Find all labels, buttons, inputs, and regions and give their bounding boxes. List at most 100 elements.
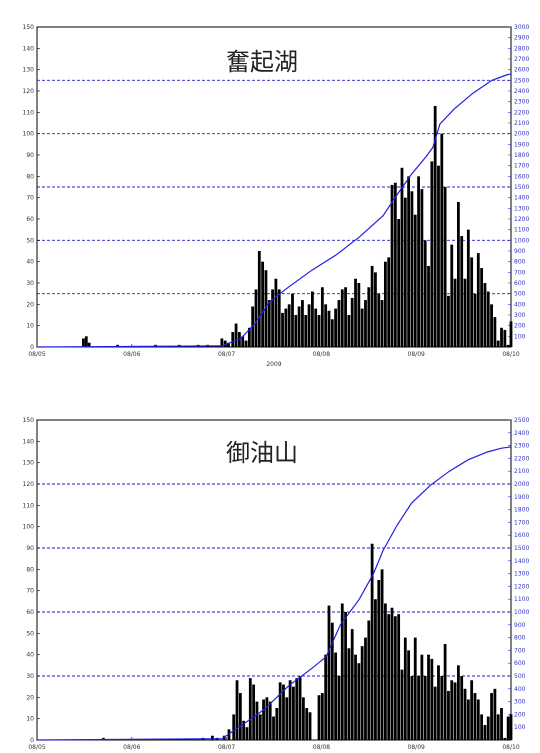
rain-bar [234, 323, 238, 347]
rain-bar [450, 244, 454, 347]
rain-bar [265, 697, 269, 740]
rain-bar [463, 688, 467, 740]
y2-tick-label: 2200 [514, 455, 529, 462]
rain-bar [248, 678, 252, 740]
rain-bar [284, 308, 288, 347]
y2-tick-label: 1100 [514, 227, 529, 234]
rain-bar [460, 676, 464, 740]
rain-bar [268, 701, 272, 740]
y2-tick-label: 2100 [514, 468, 529, 475]
rain-bar [340, 289, 344, 347]
rain-bar [483, 725, 487, 740]
rain-bar [320, 287, 324, 347]
rain-bar [261, 261, 265, 347]
rain-bar [453, 278, 457, 347]
rain-bar [350, 297, 354, 347]
rain-bar [247, 327, 251, 347]
rain-bar [397, 614, 401, 740]
rain-bar [330, 622, 334, 740]
rain-bar [480, 268, 484, 347]
y2-tick-label: 800 [514, 259, 526, 266]
y-tick-label: 140 [23, 438, 35, 445]
rain-bar [423, 240, 427, 347]
rain-bar [430, 658, 434, 740]
rain-bar [367, 287, 371, 347]
rain-bar [420, 654, 424, 740]
rain-bar [308, 712, 312, 740]
rain-bar [433, 105, 437, 347]
y2-tick-label: 2400 [514, 88, 529, 95]
rain-bar [380, 300, 384, 347]
rain-bar [370, 265, 374, 347]
y2-tick-label: 1400 [514, 558, 529, 565]
x-tick-label: 08/07 [218, 351, 235, 358]
y2-tick-label: 1700 [514, 163, 529, 170]
rain-bar [486, 291, 490, 347]
rain-bar [241, 336, 245, 347]
rain-bar [244, 340, 248, 347]
y2-tick-label: 900 [514, 248, 526, 255]
rain-bar [285, 697, 289, 740]
y2-tick-label: 700 [514, 269, 526, 276]
rain-bar [493, 688, 497, 740]
y2-tick-label: 2300 [514, 443, 529, 450]
x-tick-label: 08/10 [502, 351, 519, 358]
cumulative-line [36, 446, 512, 741]
rain-bar [84, 336, 88, 347]
y-tick-label: 100 [23, 524, 35, 531]
chart-panel-2: 0 10 20 30 40 50 60 70 80 90 100 110 120 130 140 150 100… [23, 417, 530, 751]
y2-tick-label: 1900 [514, 141, 529, 148]
y2-tick-label: 600 [514, 280, 526, 287]
rain-bar [347, 648, 351, 740]
rain-bar [334, 308, 338, 347]
y-tick-label: 60 [26, 216, 34, 223]
y2-tick-label: 300 [514, 312, 526, 319]
rain-bar [317, 315, 321, 347]
y2-tick-label: 500 [514, 291, 526, 298]
y-tick-label: 150 [23, 417, 35, 424]
rain-bar [420, 189, 424, 347]
y2-tick-label: 2800 [514, 45, 529, 52]
y-tick-label: 80 [26, 566, 34, 573]
y-tick-label: 130 [23, 460, 35, 467]
rain-bar [503, 329, 507, 347]
y-tick-label: 90 [26, 545, 34, 552]
rain-bar [327, 605, 331, 740]
rain-bar [393, 182, 397, 347]
rain-bar [354, 278, 357, 347]
rain-bar [383, 603, 387, 740]
rain-bar [272, 716, 275, 740]
x-tick-label: 08/06 [123, 351, 140, 358]
cumulative-line [36, 73, 512, 348]
rain-bar [301, 697, 305, 740]
rain-bar [254, 289, 258, 347]
rain-bar [413, 214, 417, 347]
y-tick-label: 10 [26, 716, 34, 723]
rain-bar [417, 676, 420, 740]
x-tick-label: 08/10 [502, 744, 519, 751]
rain-bar [232, 714, 236, 740]
rain-bar [430, 161, 434, 347]
rain-bar [277, 289, 281, 347]
rain-bar [314, 308, 318, 347]
y2-tick-label: 2300 [514, 99, 529, 106]
y2-tick-label: 400 [514, 301, 526, 308]
rain-bar [298, 676, 302, 740]
y-tick-label: 150 [23, 24, 35, 31]
y-tick-label: 30 [26, 673, 34, 680]
x-tick-label: 08/05 [28, 744, 45, 751]
y2-tick-label: 2500 [514, 77, 529, 84]
rain-bar [235, 680, 239, 740]
rain-bar [476, 699, 480, 740]
rain-bar [357, 283, 361, 347]
rain-bar [473, 693, 477, 740]
rain-bar [400, 167, 404, 347]
rain-bar [281, 312, 284, 347]
rain-bar [443, 187, 447, 347]
rain-bar [493, 317, 497, 347]
y2-tick-label: 600 [514, 660, 526, 667]
rain-bar [330, 319, 334, 347]
y2-tick-label: 1300 [514, 571, 529, 578]
rain-bar [271, 289, 274, 347]
